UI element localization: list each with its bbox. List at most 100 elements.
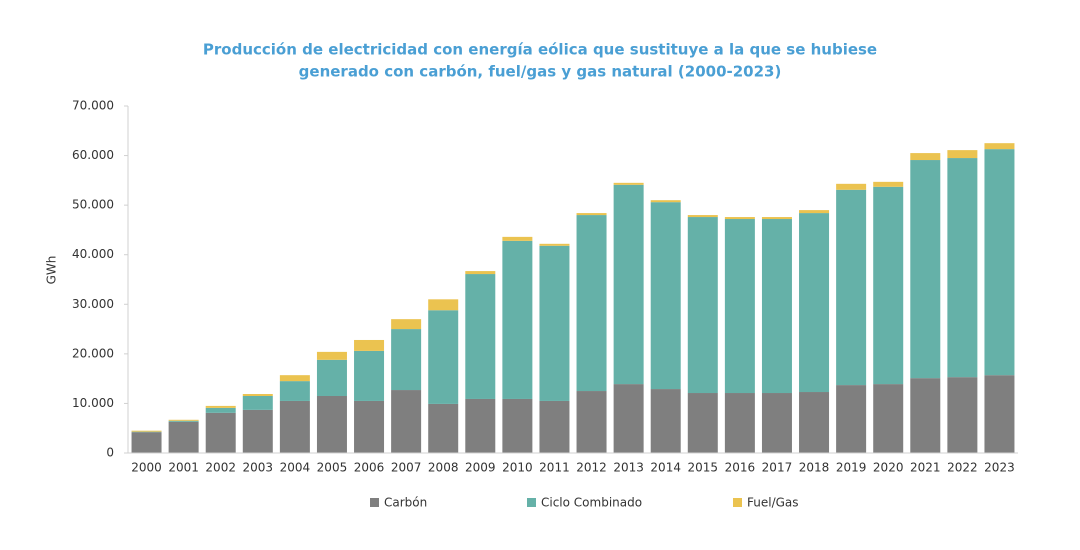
- bar-segment: [354, 339, 385, 351]
- x-tick-label: 2003: [243, 461, 274, 475]
- bar-segment: [687, 215, 718, 218]
- legend-label: Carbón: [384, 496, 427, 510]
- bar-segment: [316, 351, 347, 360]
- bar-segment: [465, 398, 496, 453]
- x-tick-label: 2007: [391, 461, 422, 475]
- bar-segment: [873, 181, 904, 187]
- x-tick-label: 2021: [910, 461, 941, 475]
- bar-segment: [613, 182, 644, 185]
- bar-segment: [576, 391, 607, 453]
- x-tick-label: 2013: [613, 461, 644, 475]
- x-tick-label: 2011: [539, 461, 570, 475]
- bar-segment: [242, 394, 273, 396]
- x-tick-label: 2000: [131, 461, 162, 475]
- bar-segment: [576, 213, 607, 216]
- chart-title: generado con carbón, fuel/gas y gas natu…: [299, 63, 782, 81]
- x-tick-label: 2010: [502, 461, 533, 475]
- bar-segment: [947, 150, 978, 159]
- bar-segment: [242, 395, 273, 410]
- x-tick-label: 2023: [984, 461, 1015, 475]
- bar-segment: [205, 412, 236, 453]
- x-tick-label: 2009: [465, 461, 496, 475]
- bar-segment: [428, 310, 459, 404]
- bar-segment: [947, 158, 978, 378]
- bar-segment: [168, 421, 199, 453]
- bar-segment: [354, 350, 385, 401]
- bar-segment: [354, 400, 385, 453]
- bar-segment: [650, 200, 681, 203]
- x-tick-label: 2016: [725, 461, 756, 475]
- bar-segment: [724, 217, 755, 220]
- bar-segment: [205, 407, 236, 413]
- bar-segment: [687, 217, 718, 394]
- legend-swatch: [733, 498, 742, 507]
- bar-segment: [539, 400, 570, 453]
- bar-segment: [613, 384, 644, 453]
- bar-segment: [724, 219, 755, 394]
- bar-segment: [391, 390, 422, 453]
- x-tick-label: 2019: [836, 461, 867, 475]
- x-tick-label: 2015: [688, 461, 719, 475]
- bar-segment: [502, 398, 533, 453]
- bar-segment: [576, 215, 607, 392]
- chart-title: Producción de electricidad con energía e…: [203, 41, 877, 59]
- bar-segment: [836, 189, 867, 386]
- bar-segment: [910, 160, 941, 379]
- bar-segment: [761, 219, 792, 394]
- y-tick-label: 40.000: [72, 247, 114, 261]
- x-tick-label: 2008: [428, 461, 459, 475]
- y-tick-label: 70.000: [72, 99, 114, 113]
- bar-segment: [910, 378, 941, 453]
- bar-segment: [724, 393, 755, 453]
- bar-segment: [316, 359, 347, 396]
- y-tick-label: 30.000: [72, 297, 114, 311]
- y-axis-label: GWh: [45, 256, 59, 285]
- bar-segment: [391, 329, 422, 391]
- bar-segment: [687, 393, 718, 453]
- bar-segment: [168, 420, 199, 422]
- x-tick-label: 2018: [799, 461, 830, 475]
- bar-segment: [539, 243, 570, 246]
- y-tick-label: 50.000: [72, 198, 114, 212]
- bar-segment: [799, 392, 830, 453]
- x-tick-label: 2004: [280, 461, 311, 475]
- bar-segment: [316, 395, 347, 453]
- bar-segment: [873, 384, 904, 453]
- bar-segment: [539, 245, 570, 401]
- x-tick-label: 2020: [873, 461, 904, 475]
- x-tick-label: 2017: [762, 461, 793, 475]
- legend-label: Fuel/Gas: [747, 496, 799, 510]
- y-tick-label: 10.000: [72, 396, 114, 410]
- bar-segment: [910, 153, 941, 161]
- bar-segment: [836, 385, 867, 453]
- bar-segment: [947, 377, 978, 453]
- x-tick-label: 2001: [168, 461, 199, 475]
- bar-segment: [428, 403, 459, 453]
- bar-segment: [984, 375, 1015, 453]
- bar-segment: [391, 319, 422, 330]
- x-tick-label: 2014: [650, 461, 681, 475]
- bar-segment: [799, 210, 830, 214]
- bar-segment: [836, 183, 867, 190]
- bar-segment: [168, 419, 199, 421]
- bar-segment: [873, 186, 904, 385]
- bar-segment: [984, 143, 1015, 150]
- x-tick-label: 2012: [576, 461, 607, 475]
- bar-segment: [799, 213, 830, 393]
- bar-segment: [650, 202, 681, 390]
- bar-segment: [279, 375, 310, 382]
- bar-segment: [761, 217, 792, 220]
- x-tick-label: 2002: [205, 461, 236, 475]
- x-tick-label: 2005: [317, 461, 348, 475]
- bar-segment: [613, 184, 644, 385]
- legend-label: Ciclo Combinado: [541, 496, 642, 510]
- bar-segment: [131, 432, 162, 453]
- bar-segment: [465, 274, 496, 399]
- x-tick-label: 2022: [947, 461, 978, 475]
- bar-segment: [242, 409, 273, 453]
- legend-swatch: [527, 498, 536, 507]
- bar-segment: [279, 400, 310, 453]
- bar-segment: [502, 240, 533, 399]
- bar-segment: [465, 271, 496, 275]
